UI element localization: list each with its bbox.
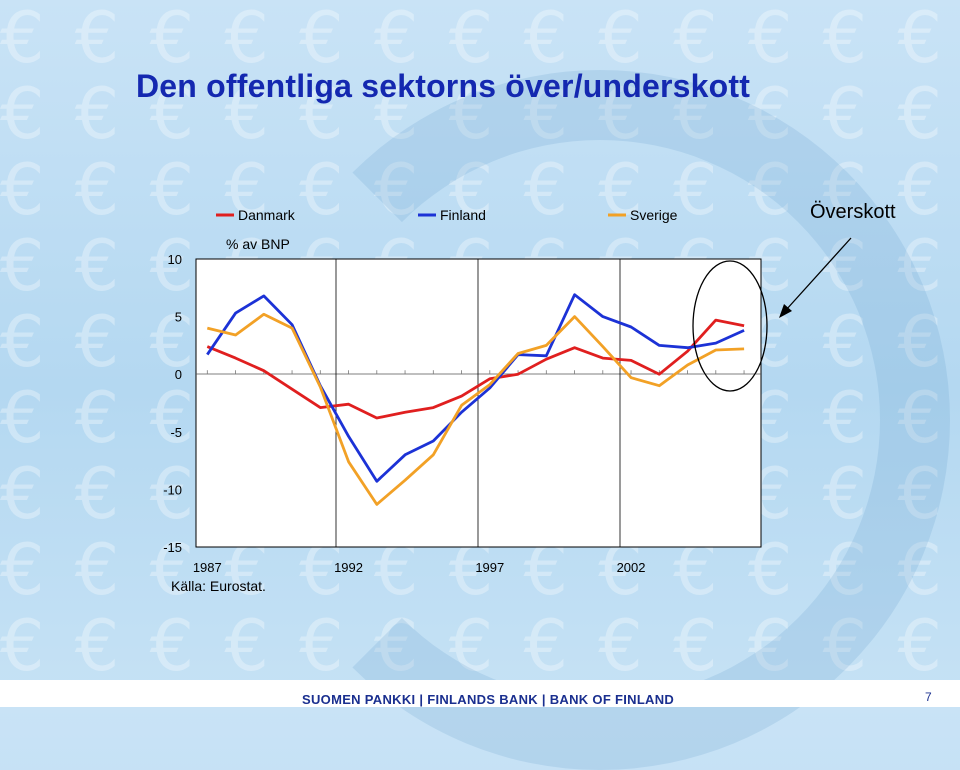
highlight-ellipse — [692, 260, 768, 392]
series-line-sverige — [206, 312, 745, 506]
annotation-arrow-line — [785, 237, 852, 311]
chart-series — [206, 293, 745, 506]
legend-label: Danmark — [238, 207, 296, 223]
y-axis-label: % av BNP — [226, 236, 290, 252]
y-tick-label: 0 — [175, 367, 182, 382]
slide-title: Den offentliga sektorns över/underskott — [136, 68, 751, 104]
footer-text: SUOMEN PANKKI | FINLANDS BANK | BANK OF … — [302, 692, 675, 707]
y-tick-label: -5 — [170, 425, 182, 440]
y-tick-label: -15 — [163, 540, 182, 555]
y-tick-label: 10 — [168, 252, 182, 267]
footer-bar — [0, 680, 960, 707]
legend-label: Sverige — [630, 207, 678, 223]
annotation-label: Överskott — [810, 201, 896, 223]
x-tick-label: 1997 — [475, 560, 504, 575]
x-tick-label: 1987 — [193, 560, 222, 575]
x-tick-label: 2002 — [617, 560, 646, 575]
y-tick-label: -10 — [163, 482, 182, 497]
series-line-danmark — [206, 318, 745, 420]
x-axis-tick-labels: 1987 1992 1997 2002 — [193, 560, 646, 575]
annotation-arrow-head — [779, 304, 792, 318]
chart-axes — [195, 258, 762, 548]
source-note: Källa: Eurostat. — [171, 578, 266, 594]
chart-legend: Danmark Finland Sverige — [216, 207, 678, 223]
x-tick-label: 1992 — [334, 560, 363, 575]
legend-label: Finland — [440, 207, 486, 223]
plot-frame — [195, 258, 762, 548]
y-axis-tick-labels: 10 5 0 -5 -10 -15 — [163, 252, 182, 555]
y-tick-label: 5 — [175, 310, 182, 325]
page-number: 7 — [925, 690, 932, 704]
